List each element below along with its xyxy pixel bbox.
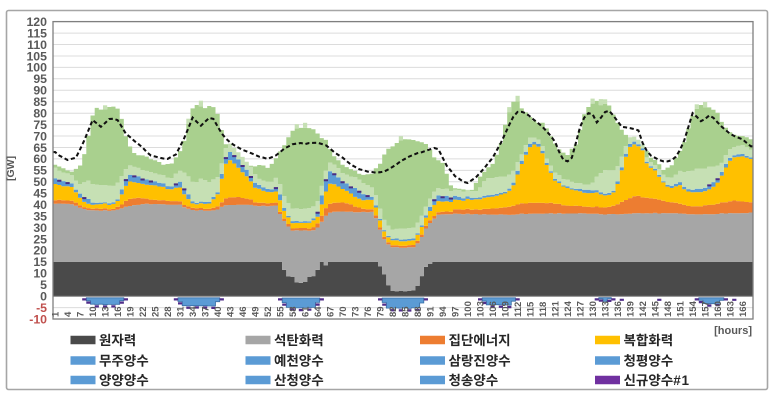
svg-text:40: 40 <box>33 198 47 212</box>
svg-text:30: 30 <box>33 221 47 235</box>
svg-text:22: 22 <box>138 306 149 317</box>
svg-text:85: 85 <box>33 95 47 109</box>
svg-text:70: 70 <box>338 306 349 317</box>
svg-text:130: 130 <box>588 301 599 317</box>
svg-text:91: 91 <box>426 306 437 317</box>
svg-text:-5: -5 <box>36 301 47 315</box>
svg-text:133: 133 <box>601 301 612 317</box>
svg-text:65: 65 <box>33 141 47 155</box>
svg-text:10: 10 <box>88 306 99 317</box>
svg-text:15: 15 <box>33 255 47 269</box>
svg-text:118: 118 <box>538 302 549 317</box>
svg-text:115: 115 <box>526 301 537 317</box>
svg-text:76: 76 <box>363 306 374 317</box>
svg-text:58: 58 <box>288 306 299 317</box>
svg-text:37: 37 <box>201 306 212 317</box>
svg-text:46: 46 <box>238 306 249 317</box>
svg-text:160: 160 <box>713 301 724 317</box>
svg-text:120: 120 <box>26 15 47 29</box>
svg-text:16: 16 <box>113 306 124 317</box>
svg-text:139: 139 <box>626 301 637 317</box>
svg-text:[hours]: [hours] <box>714 325 752 337</box>
svg-text:88: 88 <box>413 306 424 317</box>
svg-text:5: 5 <box>40 278 47 292</box>
svg-text:25: 25 <box>33 232 47 246</box>
svg-text:43: 43 <box>226 306 237 317</box>
svg-text:40: 40 <box>213 306 224 317</box>
svg-text:61: 61 <box>301 306 312 317</box>
svg-text:85: 85 <box>401 306 412 317</box>
svg-text:106: 106 <box>488 301 499 317</box>
svg-text:154: 154 <box>688 300 699 317</box>
svg-text:35: 35 <box>33 209 47 223</box>
svg-text:127: 127 <box>576 301 587 317</box>
svg-text:90: 90 <box>33 84 47 98</box>
svg-text:64: 64 <box>313 306 324 317</box>
svg-text:166: 166 <box>738 301 749 317</box>
svg-text:124: 124 <box>563 300 574 317</box>
svg-text:163: 163 <box>726 301 737 317</box>
svg-text:50: 50 <box>33 175 47 189</box>
svg-text:80: 80 <box>33 107 47 121</box>
svg-text:67: 67 <box>326 306 337 317</box>
svg-text:0: 0 <box>40 290 47 304</box>
svg-text:157: 157 <box>701 301 712 317</box>
svg-text:148: 148 <box>663 301 674 317</box>
svg-text:151: 151 <box>676 300 687 317</box>
svg-text:97: 97 <box>451 306 462 317</box>
svg-text:4: 4 <box>63 311 74 317</box>
svg-text:28: 28 <box>163 306 174 317</box>
svg-text:105: 105 <box>26 49 47 63</box>
svg-text:19: 19 <box>126 306 137 317</box>
svg-text:60: 60 <box>33 152 47 166</box>
svg-text:121: 121 <box>551 300 562 317</box>
svg-text:25: 25 <box>151 306 162 317</box>
svg-text:112: 112 <box>513 302 524 317</box>
svg-text:70: 70 <box>33 129 47 143</box>
svg-text:49: 49 <box>251 306 262 317</box>
svg-text:145: 145 <box>651 300 662 317</box>
svg-text:10: 10 <box>33 267 47 281</box>
svg-text:75: 75 <box>33 118 47 132</box>
svg-text:1: 1 <box>682 373 690 388</box>
svg-text:-10: -10 <box>29 312 47 326</box>
svg-text:79: 79 <box>376 306 387 317</box>
svg-text:45: 45 <box>33 187 47 201</box>
svg-text:#: # <box>673 373 681 388</box>
svg-text:109: 109 <box>501 301 512 317</box>
svg-text:31: 31 <box>176 306 187 317</box>
svg-text:103: 103 <box>476 301 487 317</box>
svg-text:100: 100 <box>26 61 47 75</box>
svg-text:1: 1 <box>51 311 62 317</box>
svg-text:34: 34 <box>188 306 199 317</box>
svg-text:82: 82 <box>388 306 399 317</box>
svg-text:136: 136 <box>613 301 624 317</box>
svg-text:73: 73 <box>351 306 362 317</box>
svg-text:[GW]: [GW] <box>5 156 17 181</box>
svg-text:13: 13 <box>101 306 112 317</box>
svg-text:20: 20 <box>33 244 47 258</box>
svg-text:115: 115 <box>27 26 47 40</box>
svg-text:52: 52 <box>263 306 274 317</box>
svg-text:110: 110 <box>27 38 47 52</box>
svg-text:142: 142 <box>638 301 649 317</box>
svg-text:95: 95 <box>33 72 47 86</box>
svg-text:100: 100 <box>463 301 474 317</box>
svg-text:55: 55 <box>33 164 47 178</box>
svg-text:55: 55 <box>276 306 287 317</box>
svg-text:7: 7 <box>76 312 87 317</box>
svg-text:94: 94 <box>438 306 449 317</box>
